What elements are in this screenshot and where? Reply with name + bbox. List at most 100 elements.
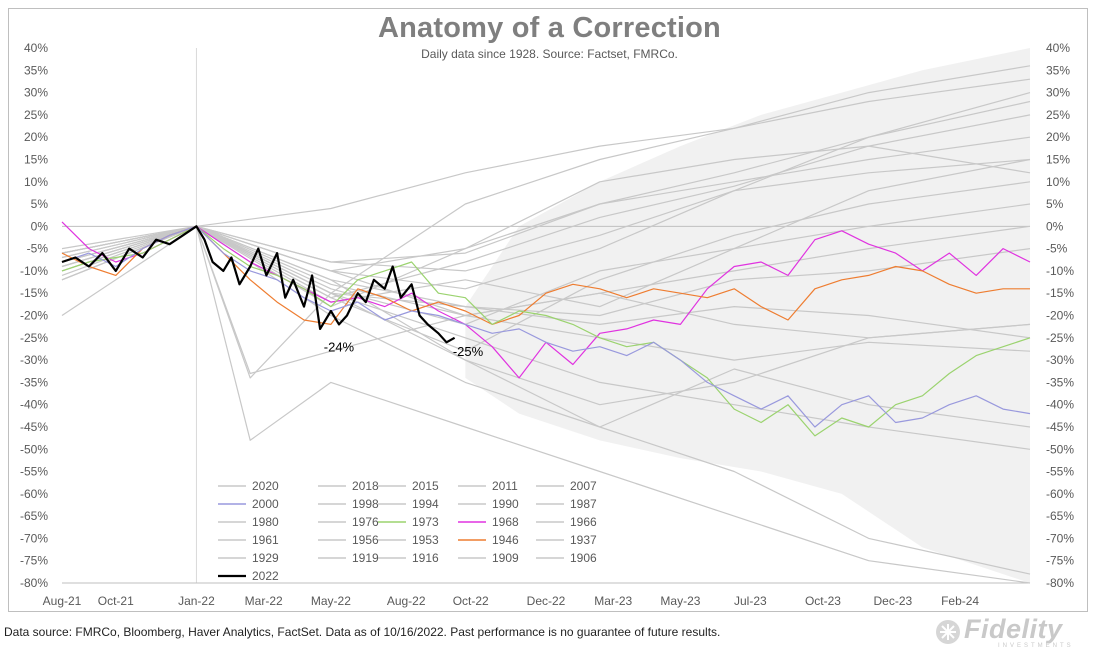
- brand-subtitle: INVESTMENTS: [998, 643, 1074, 649]
- y-tick-label-left: 5%: [31, 197, 49, 211]
- y-tick-label-right: -75%: [1046, 554, 1074, 568]
- y-tick-label-right: -30%: [1046, 353, 1074, 367]
- x-tick-label: Aug-22: [387, 594, 426, 608]
- y-tick-label-right: 30%: [1046, 86, 1070, 100]
- x-tick-label: Feb-24: [941, 594, 979, 608]
- x-tick-label: Jan-22: [178, 594, 215, 608]
- series-line-1998: [61, 65, 1031, 254]
- series-line-2022: [61, 225, 456, 344]
- legend-label-1953: 1953: [412, 533, 439, 547]
- legend-label-1961: 1961: [252, 533, 279, 547]
- legend-label-2020: 2020: [252, 479, 279, 493]
- y-tick-label-left: -10%: [20, 264, 48, 278]
- y-tick-label-left: -15%: [20, 286, 48, 300]
- brand-name: Fidelity: [964, 614, 1063, 644]
- annotation-label: -25%: [453, 344, 484, 359]
- y-tick-label-right: 35%: [1046, 63, 1070, 77]
- y-tick-label-left: 0%: [31, 219, 49, 233]
- y-tick-label-right: -25%: [1046, 331, 1074, 345]
- legend-label-2015: 2015: [412, 479, 439, 493]
- legend-label-1994: 1994: [412, 497, 439, 511]
- legend-label-1919: 1919: [352, 551, 379, 565]
- y-tick-label-left: -65%: [20, 509, 48, 523]
- legend-label-1980: 1980: [252, 515, 279, 529]
- footer-note: Data source: FMRCo, Bloomberg, Haver Ana…: [4, 625, 721, 639]
- x-tick-label: Dec-22: [527, 594, 566, 608]
- legend-label-1956: 1956: [352, 533, 379, 547]
- y-tick-label-left: -80%: [20, 576, 48, 590]
- historical-range-band: [465, 48, 1030, 583]
- legend-label-1976: 1976: [352, 515, 379, 529]
- y-tick-label-left: 30%: [24, 86, 48, 100]
- legend-label-1946: 1946: [492, 533, 519, 547]
- series-line-1916: [61, 225, 1031, 361]
- y-tick-label-right: -45%: [1046, 420, 1074, 434]
- legend-label-2007: 2007: [570, 479, 597, 493]
- x-tick-label: May-23: [660, 594, 700, 608]
- series-line-1994: [61, 92, 1031, 263]
- y-tick-label-right: -35%: [1046, 375, 1074, 389]
- y-tick-label-right: -50%: [1046, 442, 1074, 456]
- y-tick-label-right: 5%: [1046, 197, 1064, 211]
- y-tick-label-right: -55%: [1046, 465, 1074, 479]
- y-tick-label-left: -35%: [20, 375, 48, 389]
- legend-label-1916: 1916: [412, 551, 439, 565]
- legend-label-2000: 2000: [252, 497, 279, 511]
- series-line-1909: [61, 225, 1031, 339]
- y-tick-label-right: -15%: [1046, 286, 1074, 300]
- y-tick-label-left: 20%: [24, 130, 48, 144]
- y-tick-label-left: -40%: [20, 398, 48, 412]
- legend: 2020 2018 2015 2011 2007 2000 1998 1994 1990 1987…: [218, 479, 597, 583]
- series-line-2000: [61, 225, 1031, 428]
- series-lines: [61, 65, 1031, 584]
- legend-label-1998: 1998: [352, 497, 379, 511]
- y-tick-label-left: -45%: [20, 420, 48, 434]
- y-tick-label-left: 25%: [24, 108, 48, 122]
- fidelity-logo-icon: [936, 620, 960, 644]
- y-tick-label-left: -75%: [20, 554, 48, 568]
- annotations: -24% -25%: [324, 339, 484, 358]
- range-band: [465, 48, 1030, 583]
- series-line-1980: [61, 158, 1031, 308]
- x-tick-label: Mar-22: [245, 594, 283, 608]
- x-tick-label: Oct-22: [453, 594, 489, 608]
- y-tick-label-right: 10%: [1046, 175, 1070, 189]
- x-tick-label: Aug-21: [43, 594, 82, 608]
- brand-logo: Fidelity INVESTMENTS: [934, 614, 1092, 652]
- y-tick-label-right: -20%: [1046, 309, 1074, 323]
- x-tick-label: May-22: [311, 594, 351, 608]
- x-tick-label: Oct-23: [805, 594, 841, 608]
- legend-label-2018: 2018: [352, 479, 379, 493]
- y-tick-label-right: -10%: [1046, 264, 1074, 278]
- legend-label-1990: 1990: [492, 497, 519, 511]
- y-tick-label-right: 20%: [1046, 130, 1070, 144]
- y-tick-label-right: -80%: [1046, 576, 1074, 590]
- legend-label-1973: 1973: [412, 515, 439, 529]
- y-tick-label-left: 40%: [24, 41, 48, 55]
- y-tick-label-right: -70%: [1046, 531, 1074, 545]
- y-tick-label-left: -20%: [20, 309, 48, 323]
- legend-label-2011: 2011: [492, 479, 518, 493]
- y-tick-label-left: 10%: [24, 175, 48, 189]
- annotation-label: -24%: [324, 339, 355, 354]
- y-tick-label-right: 25%: [1046, 108, 1070, 122]
- y-tick-label-right: -60%: [1046, 487, 1074, 501]
- x-tick-label: Dec-23: [874, 594, 913, 608]
- series-line-1929: [61, 225, 1031, 584]
- series-line-1973: [61, 225, 1031, 437]
- legend-label-1968: 1968: [492, 515, 519, 529]
- legend-label-1987: 1987: [570, 497, 597, 511]
- y-tick-label-right: -5%: [1046, 242, 1068, 256]
- y-tick-label-left: -55%: [20, 465, 48, 479]
- y-tick-label-right: -40%: [1046, 398, 1074, 412]
- legend-label-2022: 2022: [252, 569, 279, 583]
- y-tick-label-left: -25%: [20, 331, 48, 345]
- x-tick-label: Mar-23: [594, 594, 632, 608]
- series-line-1966: [61, 203, 1031, 325]
- legend-label-1909: 1909: [492, 551, 519, 565]
- y-tick-label-left: -70%: [20, 531, 48, 545]
- y-tick-label-right: -65%: [1046, 509, 1074, 523]
- chart-subtitle: Daily data since 1928. Source: Factset, …: [421, 47, 678, 61]
- x-tick-label: Oct-21: [98, 594, 134, 608]
